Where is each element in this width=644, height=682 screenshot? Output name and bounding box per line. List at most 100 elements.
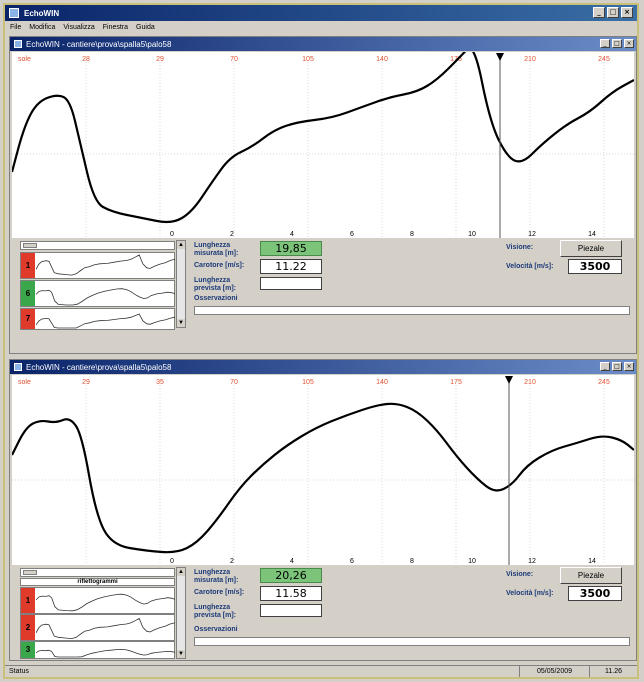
speed-input[interactable]: 3500 xyxy=(568,259,622,274)
bottom-tick-label: 8 xyxy=(410,231,414,238)
app-icon xyxy=(9,8,19,18)
close-button[interactable]: × xyxy=(621,7,633,18)
view-button[interactable]: Piezale xyxy=(560,240,622,257)
reflectogram-strip[interactable]: 1 xyxy=(20,252,175,279)
signal-plot[interactable]: sole 29 35 70 105 140 175 210 245 0 2 4 6 8 10 12 14 xyxy=(12,375,634,565)
scroll-thumb[interactable] xyxy=(23,243,37,248)
bottom-tick-label: 14 xyxy=(588,231,596,238)
top-tick-label: 29 xyxy=(156,56,164,63)
strip-tag: 6 xyxy=(21,281,35,306)
cutoff-label: Carotore [m/s]: xyxy=(194,589,245,596)
top-tick-label: 210 xyxy=(524,379,536,386)
signal-trace xyxy=(12,52,634,224)
mini-trace-line xyxy=(36,648,175,658)
pane-maximize-button[interactable]: □ xyxy=(612,39,622,48)
bottom-tick-label: 0 xyxy=(170,558,174,565)
signal-chart: sole 28 29 70 105 140 175 210 245 0 2 4 6 8 10 12 14 xyxy=(12,52,634,238)
speed-input[interactable]: 3500 xyxy=(568,586,622,601)
observations-label: Osservazioni xyxy=(194,626,238,633)
menu-finestra[interactable]: Finestra xyxy=(102,23,129,31)
reflectogram-strip[interactable]: 6 xyxy=(20,280,175,307)
mini-trace xyxy=(36,254,175,276)
pane-close-button[interactable]: × xyxy=(624,39,634,48)
reflectogram-strip[interactable]: 7 xyxy=(20,308,175,330)
reflectogram-strip[interactable]: 2 xyxy=(20,614,175,641)
top-tick-label: 245 xyxy=(598,56,610,63)
pane-minimize-button[interactable]: _ xyxy=(600,39,610,48)
scroll-up-icon[interactable]: ▲ xyxy=(177,568,185,576)
mini-title: riflettogrammi xyxy=(20,578,175,586)
scroll-up-icon[interactable]: ▲ xyxy=(177,241,185,249)
mini-scrollbar[interactable] xyxy=(20,241,175,250)
pane-maximize-button[interactable]: □ xyxy=(612,362,622,371)
scroll-down-icon[interactable]: ▼ xyxy=(177,319,185,327)
view-label: Visione: xyxy=(506,244,534,251)
top-axis-label: sole xyxy=(18,56,31,63)
control-panel: riflettogrammi 1 2 3 ▲ ▼ Lunghezza misura… xyxy=(12,565,634,660)
top-tick-label: 140 xyxy=(376,56,388,63)
observations-input[interactable] xyxy=(194,637,630,646)
top-tick-label: 28 xyxy=(82,56,90,63)
top-axis-label: sole xyxy=(18,379,31,386)
maximize-button[interactable]: □ xyxy=(607,7,619,18)
menu-file[interactable]: File xyxy=(10,23,22,31)
top-tick-label: 29 xyxy=(82,379,90,386)
cutoff-input[interactable]: 11.58 xyxy=(260,586,322,601)
status-date: 05/05/2009 xyxy=(519,666,589,677)
minimize-button[interactable]: _ xyxy=(593,7,605,18)
top-tick-label: 105 xyxy=(302,56,314,63)
bottom-tick-label: 4 xyxy=(290,558,294,565)
bottom-tick-label: 6 xyxy=(350,231,354,238)
pane-close-button[interactable]: × xyxy=(624,362,634,371)
signal-chart: sole 29 35 70 105 140 175 210 245 0 2 4 6 8 10 12 14 xyxy=(12,376,634,565)
scroll-thumb[interactable] xyxy=(23,570,37,575)
bottom-tick-label: 8 xyxy=(410,558,414,565)
top-tick-label: 210 xyxy=(524,56,536,63)
mini-trace-line xyxy=(36,313,175,329)
planned-length-input[interactable] xyxy=(260,277,322,290)
top-tick-label: 70 xyxy=(230,379,238,386)
reflectogram-strip[interactable]: 3 xyxy=(20,641,175,659)
mini-trace-line xyxy=(36,254,175,276)
strips-scrollbar[interactable]: ▲ ▼ xyxy=(176,567,186,659)
speed-label: Velocità [m/s]: xyxy=(506,263,554,270)
bottom-tick-label: 6 xyxy=(350,558,354,565)
status-text: Status xyxy=(9,668,29,675)
view-button[interactable]: Piezale xyxy=(560,567,622,584)
cursor-marker-icon[interactable] xyxy=(505,376,513,384)
top-tick-label: 70 xyxy=(230,56,238,63)
strip-tag: 1 xyxy=(21,588,35,613)
scroll-down-icon[interactable]: ▼ xyxy=(177,650,185,658)
mini-trace xyxy=(36,288,175,306)
length-label: Lunghezza misurata [m]: xyxy=(194,569,239,584)
menu-bar: File Modifica Visualizza Finestra Guida xyxy=(5,21,637,33)
measurement-window-1: EchoWIN - cantiere\prova\spalla5\palo58 … xyxy=(9,36,637,354)
menu-visualizza[interactable]: Visualizza xyxy=(63,23,95,31)
planned-length-input[interactable] xyxy=(260,604,322,617)
reflectogram-strip[interactable]: 1 xyxy=(20,587,175,614)
planned-length-label: Lunghezza prevista [m]: xyxy=(194,604,237,619)
pane-minimize-button[interactable]: _ xyxy=(600,362,610,371)
status-time: 11.26 xyxy=(589,666,637,677)
mini-scrollbar[interactable] xyxy=(20,568,175,577)
bottom-tick-label: 10 xyxy=(468,231,476,238)
control-panel: 1 6 7 ▲ ▼ Lunghezza misurata [m]: 19,85 C… xyxy=(12,238,634,331)
mini-trace-line xyxy=(36,288,175,306)
strips-scrollbar[interactable]: ▲ ▼ xyxy=(176,240,186,328)
menu-modifica[interactable]: Modifica xyxy=(29,23,56,31)
mini-trace-line xyxy=(36,617,175,640)
status-bar: Status 05/05/2009 11.26 xyxy=(5,665,637,677)
mini-trace xyxy=(36,593,175,612)
bottom-tick-label: 10 xyxy=(468,558,476,565)
observations-input[interactable] xyxy=(194,306,630,315)
view-label: Visione: xyxy=(506,571,534,578)
cutoff-input[interactable]: 11.22 xyxy=(260,259,322,274)
strip-tag: 3 xyxy=(21,642,35,658)
top-tick-label: 245 xyxy=(598,379,610,386)
top-tick-label: 175 xyxy=(450,379,462,386)
speed-label: Velocità [m/s]: xyxy=(506,590,554,597)
signal-plot[interactable]: sole 28 29 70 105 140 175 210 245 0 2 4 6 8 10 12 14 xyxy=(12,52,634,238)
menu-guida[interactable]: Guida xyxy=(136,23,155,31)
planned-length-label: Lunghezza prevista [m]: xyxy=(194,277,237,292)
cursor-marker-icon[interactable] xyxy=(496,53,504,61)
